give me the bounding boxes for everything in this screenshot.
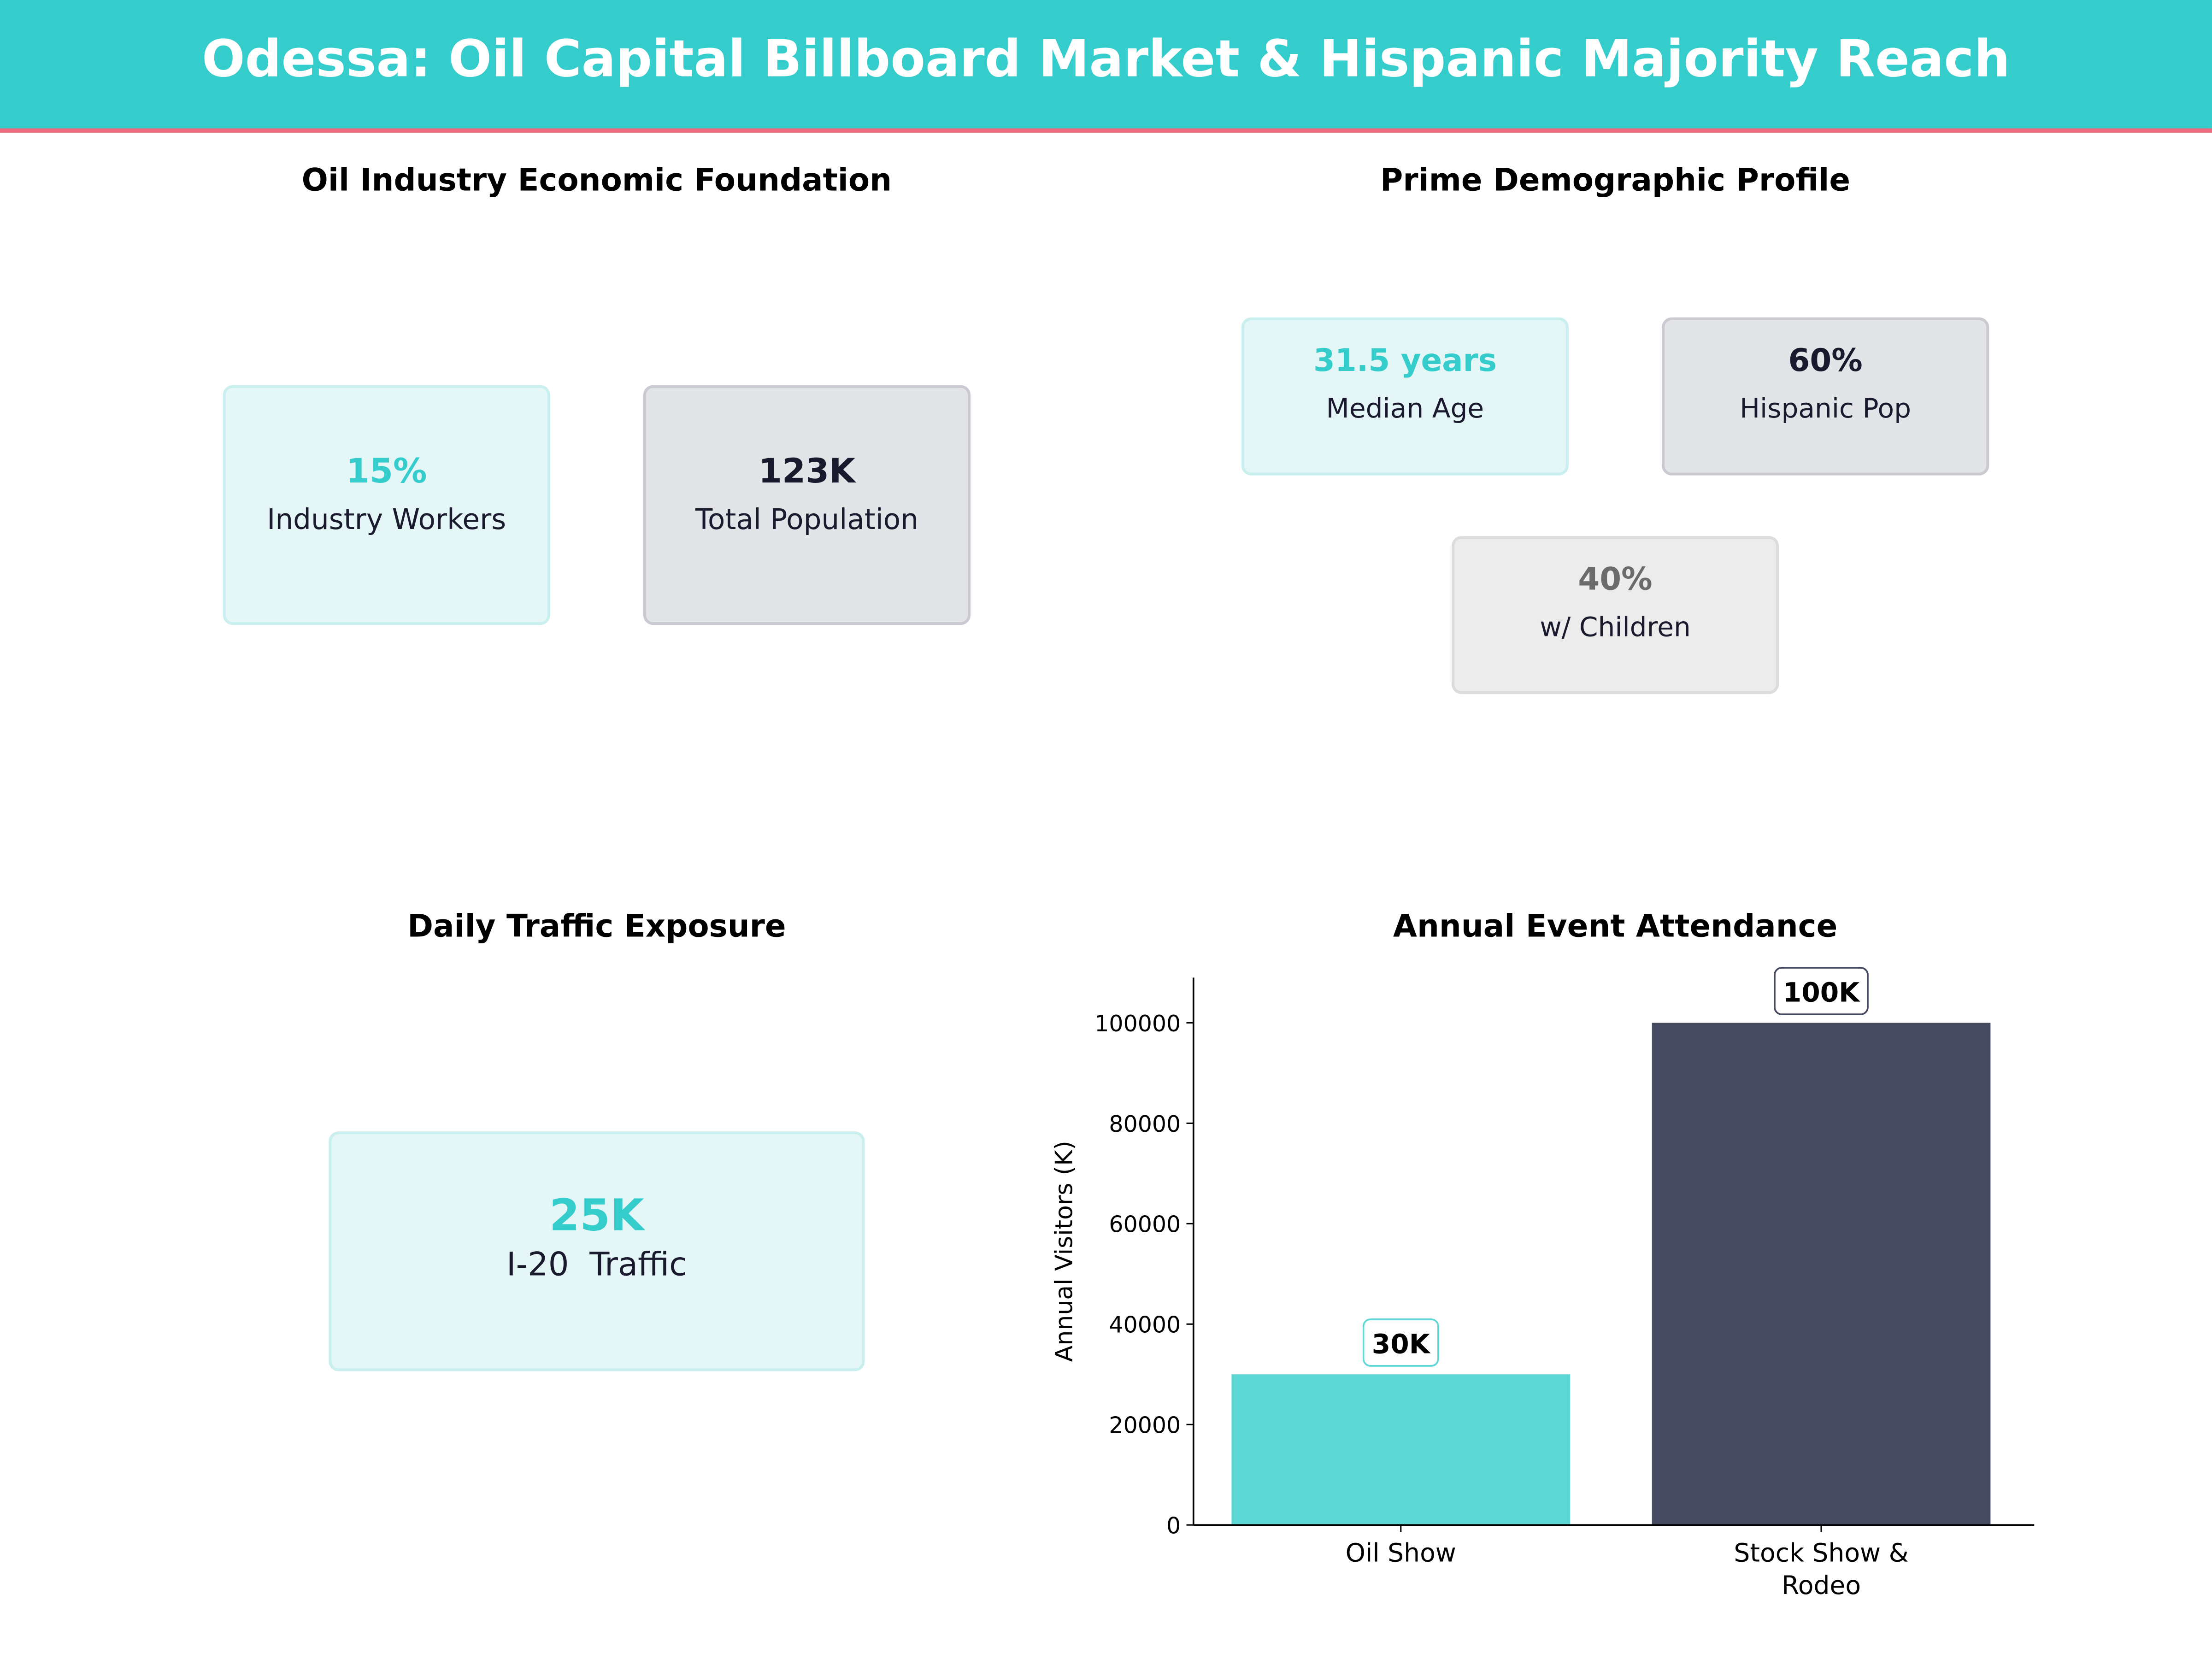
traffic-panel-title: Daily Traffic Exposure (407, 910, 786, 946)
i20-traffic-card: 25K I-20 Traffic (329, 1131, 865, 1371)
card-label: w/ Children (1540, 612, 1691, 643)
bar-1 (1652, 1023, 1991, 1525)
card-label: I-20 Traffic (506, 1247, 687, 1284)
card-label: Industry Workers (267, 502, 506, 536)
total-population-card: 123K Total Population (643, 385, 971, 625)
y-tick-label-0: 0 (1166, 1513, 1181, 1539)
card-label: Hispanic Pop (1740, 394, 1912, 425)
card-value: 123K (758, 451, 856, 491)
card-value: 25K (549, 1190, 644, 1241)
card-value: 15% (346, 451, 427, 491)
hispanic-pop-card: 60% Hispanic Pop (1662, 317, 1989, 476)
y-tick-label-3: 60000 (1109, 1212, 1181, 1238)
card-label: Total Population (695, 502, 919, 536)
card-value: 31.5 years (1313, 344, 1497, 380)
data-label-0: 30K (1372, 1328, 1431, 1359)
median-age-card: 31.5 years Median Age (1241, 317, 1569, 476)
y-tick-label-1: 20000 (1109, 1412, 1181, 1439)
y-axis-label: Annual Visitors (K) (1051, 1141, 1078, 1362)
x-tick-label-0: Oil Show (1346, 1538, 1456, 1568)
with-children-card: 40% w/ Children (1451, 536, 1779, 694)
data-label-1: 100K (1783, 977, 1860, 1008)
x-tick-label-1: Rodeo (1782, 1571, 1861, 1600)
demographic-panel-title: Prime Demographic Profile (1380, 164, 1851, 199)
industry-workers-card: 15% Industry Workers (223, 385, 550, 625)
header-banner: Odessa: Oil Capital Billboard Market & H… (0, 0, 2212, 133)
page-title: Odessa: Oil Capital Billboard Market & H… (201, 31, 2010, 89)
data-label-box-0 (1362, 1318, 1439, 1367)
data-label-box-1 (1774, 967, 1869, 1015)
card-value: 60% (1788, 344, 1863, 380)
chart-title: Annual Event Attendance (1393, 910, 1838, 946)
x-tick-label-1: Stock Show & (1734, 1538, 1908, 1568)
y-tick-label-4: 80000 (1109, 1111, 1181, 1137)
bar-0 (1231, 1374, 1571, 1525)
y-tick-label-2: 40000 (1109, 1312, 1181, 1338)
card-label: Median Age (1326, 394, 1484, 425)
economic-panel-title: Oil Industry Economic Foundation (301, 164, 892, 199)
card-value: 40% (1578, 563, 1653, 598)
y-tick-label-5: 100000 (1094, 1011, 1181, 1037)
